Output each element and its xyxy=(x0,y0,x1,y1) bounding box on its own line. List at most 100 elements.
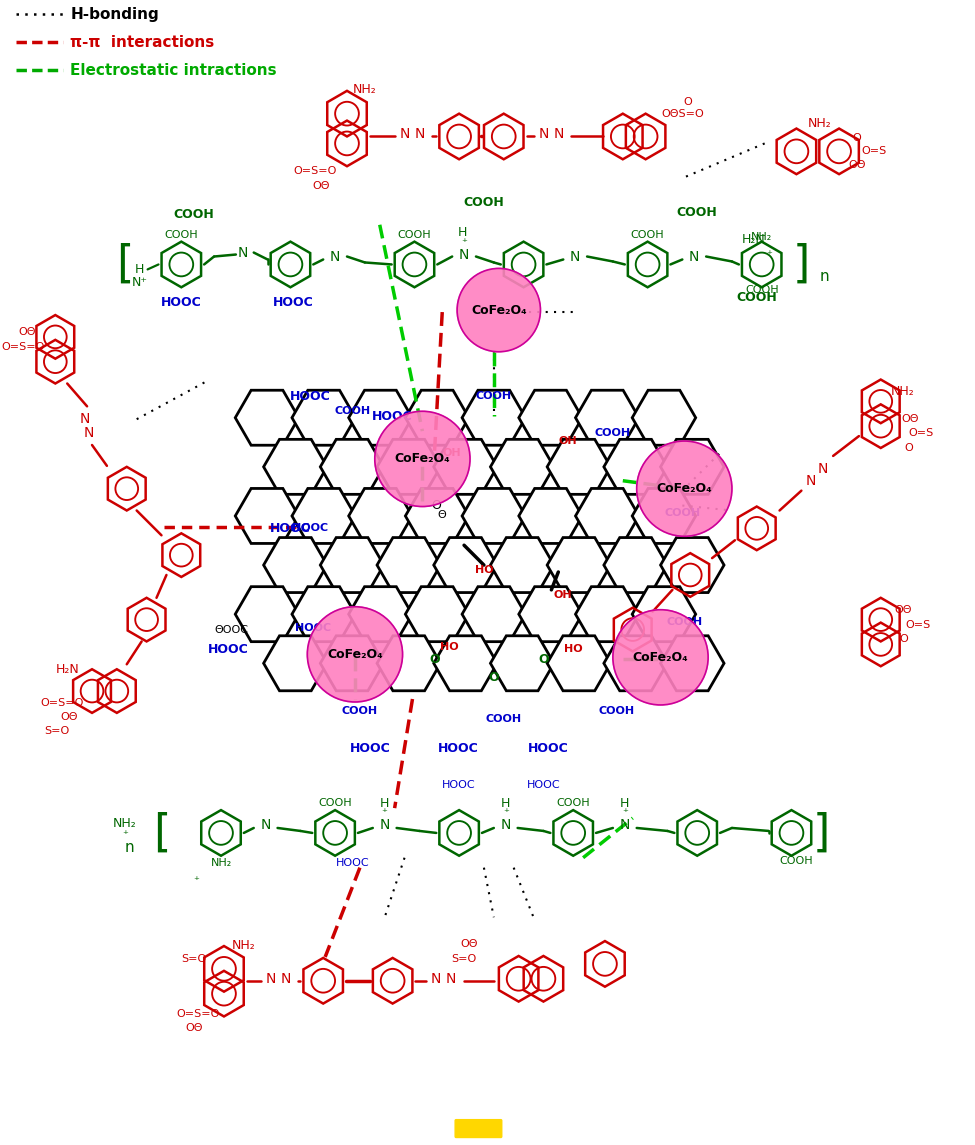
Text: HOOC: HOOC xyxy=(526,781,561,790)
Text: OΘ: OΘ xyxy=(60,712,78,721)
Text: CoFe₂O₄: CoFe₂O₄ xyxy=(328,648,383,661)
Text: n: n xyxy=(819,269,829,284)
Text: N: N xyxy=(500,818,511,832)
Text: ΘOOC: ΘOOC xyxy=(214,624,248,634)
Text: HOOC: HOOC xyxy=(290,390,331,403)
Text: OΘ: OΘ xyxy=(902,414,919,424)
Polygon shape xyxy=(519,390,582,445)
FancyBboxPatch shape xyxy=(455,1120,502,1137)
Text: COOH: COOH xyxy=(174,208,214,221)
Text: OΘ: OΘ xyxy=(19,327,36,337)
Polygon shape xyxy=(321,537,384,593)
Polygon shape xyxy=(263,635,327,690)
Text: N: N xyxy=(818,461,829,476)
Circle shape xyxy=(457,268,540,352)
Text: HOOC: HOOC xyxy=(161,295,202,309)
Text: HOOC: HOOC xyxy=(372,410,413,423)
Text: N: N xyxy=(431,972,442,986)
Text: COOH: COOH xyxy=(745,285,778,295)
Text: COOH: COOH xyxy=(599,706,635,716)
Text: ]: ] xyxy=(812,812,830,854)
Text: Θ: Θ xyxy=(438,511,447,521)
Text: O: O xyxy=(538,653,549,665)
Text: COOH: COOH xyxy=(557,798,590,808)
Polygon shape xyxy=(377,537,441,593)
Text: O: O xyxy=(429,653,440,665)
Polygon shape xyxy=(292,489,356,544)
Text: H: H xyxy=(620,797,630,810)
Text: OH: OH xyxy=(554,590,572,600)
Polygon shape xyxy=(434,537,497,593)
Text: COOH: COOH xyxy=(342,706,378,716)
Text: N⁺: N⁺ xyxy=(132,276,147,289)
Text: H: H xyxy=(501,797,511,810)
Text: O: O xyxy=(904,443,913,453)
Text: COOH: COOH xyxy=(631,230,664,239)
Text: COOH: COOH xyxy=(595,428,631,439)
Text: NH₂: NH₂ xyxy=(751,231,772,242)
Text: N: N xyxy=(238,245,248,260)
Polygon shape xyxy=(519,586,582,641)
Text: COOH: COOH xyxy=(736,291,777,303)
Polygon shape xyxy=(349,390,412,445)
Text: HOOC: HOOC xyxy=(270,522,311,535)
Polygon shape xyxy=(604,635,667,690)
Text: S=O: S=O xyxy=(451,954,477,964)
Text: COOH: COOH xyxy=(677,206,718,220)
Text: CoFe₂O₄: CoFe₂O₄ xyxy=(656,482,712,495)
Polygon shape xyxy=(604,537,667,593)
Text: HOOC: HOOC xyxy=(208,642,249,656)
Polygon shape xyxy=(490,440,554,495)
Polygon shape xyxy=(434,635,497,690)
Text: OH: OH xyxy=(443,448,461,458)
Text: N: N xyxy=(414,127,424,142)
Text: ]: ] xyxy=(793,243,810,286)
Circle shape xyxy=(613,609,708,705)
Text: [: [ xyxy=(153,812,171,854)
Text: H: H xyxy=(457,227,467,239)
Polygon shape xyxy=(321,635,384,690)
Text: NH₂: NH₂ xyxy=(113,816,136,829)
Text: N: N xyxy=(538,127,549,142)
Polygon shape xyxy=(575,586,639,641)
Text: HO: HO xyxy=(440,642,458,653)
Text: O=S: O=S xyxy=(906,619,931,630)
Text: HOOC: HOOC xyxy=(528,742,568,755)
Polygon shape xyxy=(547,635,610,690)
Text: OΘ: OΘ xyxy=(460,939,478,949)
Polygon shape xyxy=(462,489,526,544)
Text: S=O: S=O xyxy=(45,726,70,736)
Polygon shape xyxy=(660,537,724,593)
Polygon shape xyxy=(406,390,469,445)
Polygon shape xyxy=(292,390,356,445)
Text: HO: HO xyxy=(475,564,493,575)
Text: NH₂: NH₂ xyxy=(211,858,232,868)
Text: N: N xyxy=(459,247,469,261)
Text: HOOC: HOOC xyxy=(336,858,370,868)
Polygon shape xyxy=(263,537,327,593)
Text: NH₂: NH₂ xyxy=(232,939,255,951)
Text: O: O xyxy=(431,499,442,512)
Text: N: N xyxy=(619,818,630,832)
Text: N: N xyxy=(80,412,91,426)
Polygon shape xyxy=(321,440,384,495)
Text: N: N xyxy=(570,250,580,263)
Polygon shape xyxy=(349,586,412,641)
Text: HOOC: HOOC xyxy=(273,295,314,309)
Text: ⁺: ⁺ xyxy=(382,808,388,818)
Text: N: N xyxy=(84,426,95,440)
Text: N: N xyxy=(379,818,390,832)
Circle shape xyxy=(307,607,403,702)
Text: NH₂: NH₂ xyxy=(891,385,915,398)
Text: N: N xyxy=(806,474,816,488)
Polygon shape xyxy=(632,390,696,445)
Polygon shape xyxy=(490,537,554,593)
Text: OΘ: OΘ xyxy=(895,605,913,615)
Text: NH₂: NH₂ xyxy=(353,84,376,96)
Text: COOH: COOH xyxy=(664,508,700,519)
Text: OH: OH xyxy=(559,436,577,447)
Text: HOOC: HOOC xyxy=(349,742,390,755)
Text: COOH: COOH xyxy=(780,855,813,866)
Text: COOH: COOH xyxy=(398,230,431,239)
Polygon shape xyxy=(462,586,526,641)
